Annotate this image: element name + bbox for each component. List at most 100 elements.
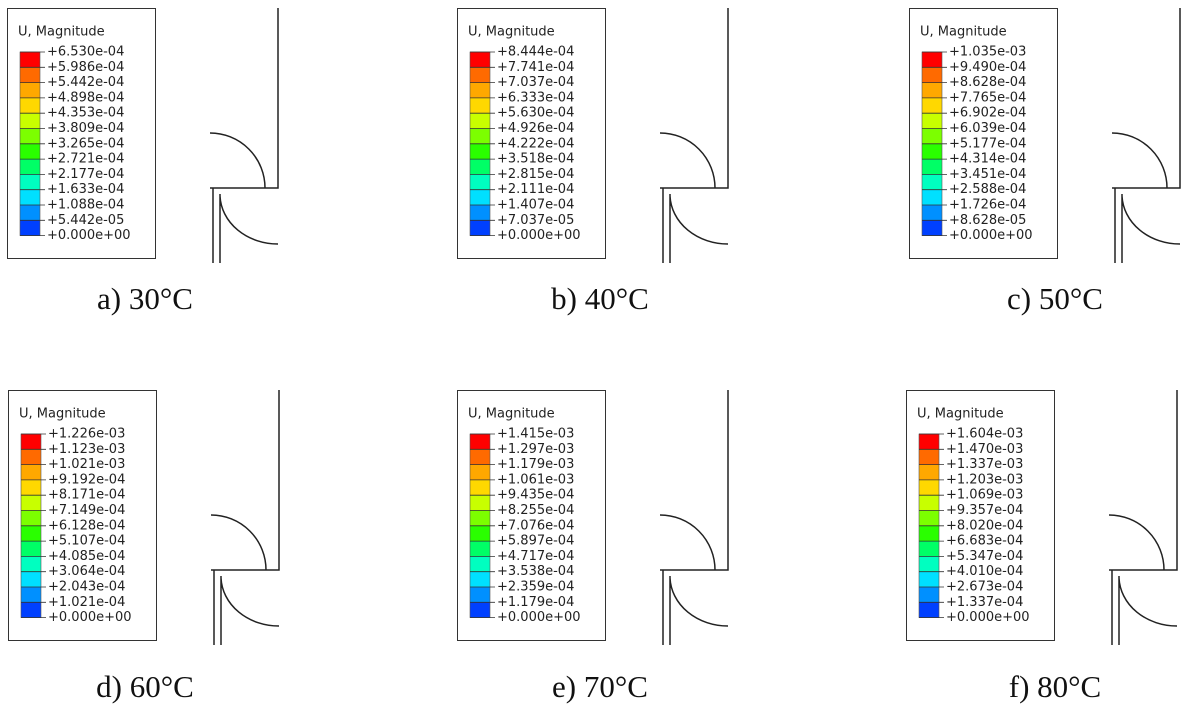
- legend-label: +1.069e-03: [946, 488, 1023, 503]
- legend-label: +6.333e-04: [497, 90, 574, 105]
- color-band: [470, 174, 490, 190]
- legend-label: +2.721e-04: [47, 152, 124, 167]
- legend-title: U, Magnitude: [468, 25, 555, 40]
- color-band: [470, 143, 490, 160]
- color-band: [922, 52, 942, 68]
- panel: U, Magnitude+1.226e-03+1.123e-03+1.021e-…: [8, 390, 280, 645]
- legend-label: +4.085e-04: [48, 549, 125, 564]
- color-band: [21, 587, 41, 603]
- legend-title: U, Magnitude: [468, 407, 555, 422]
- legend-label: +1.123e-03: [48, 442, 125, 457]
- color-band: [470, 479, 490, 496]
- color-band: [470, 113, 490, 129]
- color-band: [919, 464, 939, 481]
- legend-label: +8.628e-05: [949, 213, 1026, 228]
- color-band: [20, 52, 40, 68]
- legend-label: +1.297e-03: [497, 442, 574, 457]
- legend-label: +0.000e+00: [949, 228, 1033, 243]
- legend-label: +1.035e-03: [949, 45, 1026, 60]
- legend-label: +4.222e-04: [497, 136, 574, 151]
- legend-label: +6.530e-04: [47, 45, 124, 60]
- color-band: [919, 434, 939, 450]
- legend-label: +7.037e-04: [497, 75, 574, 90]
- color-band: [919, 479, 939, 496]
- geometry: [659, 390, 729, 645]
- color-band: [470, 495, 490, 511]
- legend-label: +5.630e-04: [497, 106, 574, 121]
- color-band: [21, 495, 41, 511]
- color-band: [922, 189, 942, 206]
- color-band: [922, 205, 942, 221]
- color-band: [21, 510, 41, 527]
- legend-label: +0.000e+00: [48, 610, 132, 625]
- legend-label: +3.809e-04: [47, 121, 124, 136]
- legend-label: +1.407e-04: [497, 198, 574, 213]
- legend-label: +4.926e-04: [497, 121, 574, 136]
- legend-label: +0.000e+00: [497, 228, 581, 243]
- legend-label: +3.265e-04: [47, 136, 124, 151]
- geometry: [659, 8, 729, 263]
- legend-label: +1.470e-03: [946, 442, 1023, 457]
- color-band: [20, 143, 40, 160]
- legend-label: +8.628e-04: [949, 75, 1026, 90]
- color-band: [470, 464, 490, 481]
- color-band: [470, 67, 490, 83]
- color-band: [470, 82, 490, 99]
- legend-label: +1.179e-03: [497, 457, 574, 472]
- legend-label: +1.179e-04: [497, 595, 574, 610]
- geometry: [210, 390, 280, 645]
- legend-label: +5.347e-04: [946, 549, 1023, 564]
- legend-label: +9.490e-04: [949, 60, 1026, 75]
- legend-label: +4.353e-04: [47, 106, 124, 121]
- color-band: [470, 128, 490, 145]
- color-band: [919, 495, 939, 511]
- legend-label: +1.088e-04: [47, 198, 124, 213]
- color-band: [919, 449, 939, 465]
- color-band: [919, 556, 939, 572]
- legend-label: +6.128e-04: [48, 518, 125, 533]
- legend-label: +5.442e-05: [47, 213, 124, 228]
- color-band: [922, 97, 942, 114]
- legend-label: +2.043e-04: [48, 580, 125, 595]
- legend-label: +3.064e-04: [48, 564, 125, 579]
- legend-label: +3.518e-04: [497, 152, 574, 167]
- caption: e) 70°C: [552, 669, 648, 704]
- legend-label: +0.000e+00: [47, 228, 131, 243]
- color-band: [20, 159, 40, 175]
- legend-label: +8.255e-04: [497, 503, 574, 518]
- color-band: [922, 174, 942, 190]
- color-band: [21, 449, 41, 465]
- color-band: [922, 82, 942, 99]
- color-band: [20, 128, 40, 145]
- color-band: [20, 189, 40, 206]
- legend-title: U, Magnitude: [19, 407, 106, 422]
- color-band: [470, 525, 490, 542]
- color-band: [21, 525, 41, 542]
- legend-title: U, Magnitude: [920, 25, 1007, 40]
- color-band: [21, 602, 41, 618]
- legend-label: +2.815e-04: [497, 167, 574, 182]
- color-band: [470, 189, 490, 206]
- legend-title: U, Magnitude: [18, 25, 105, 40]
- color-band: [21, 541, 41, 557]
- legend-label: +0.000e+00: [497, 610, 581, 625]
- legend-label: +4.717e-04: [497, 549, 574, 564]
- color-band: [919, 602, 939, 618]
- legend-label: +7.076e-04: [497, 518, 574, 533]
- panel: U, Magnitude+1.604e-03+1.470e-03+1.337e-…: [906, 390, 1178, 645]
- panel: U, Magnitude+1.415e-03+1.297e-03+1.179e-…: [457, 390, 729, 645]
- color-band: [20, 205, 40, 221]
- legend-label: +5.107e-04: [48, 534, 125, 549]
- legend-label: +1.633e-04: [47, 182, 124, 197]
- legend-label: +4.314e-04: [949, 152, 1026, 167]
- legend-label: +1.337e-04: [946, 595, 1023, 610]
- color-band: [21, 479, 41, 496]
- color-band: [470, 602, 490, 618]
- legend-label: +1.604e-03: [946, 427, 1023, 442]
- legend-label: +7.765e-04: [949, 90, 1026, 105]
- color-band: [922, 67, 942, 83]
- geometry: [209, 8, 279, 263]
- legend-label: +1.726e-04: [949, 198, 1026, 213]
- color-band: [21, 464, 41, 481]
